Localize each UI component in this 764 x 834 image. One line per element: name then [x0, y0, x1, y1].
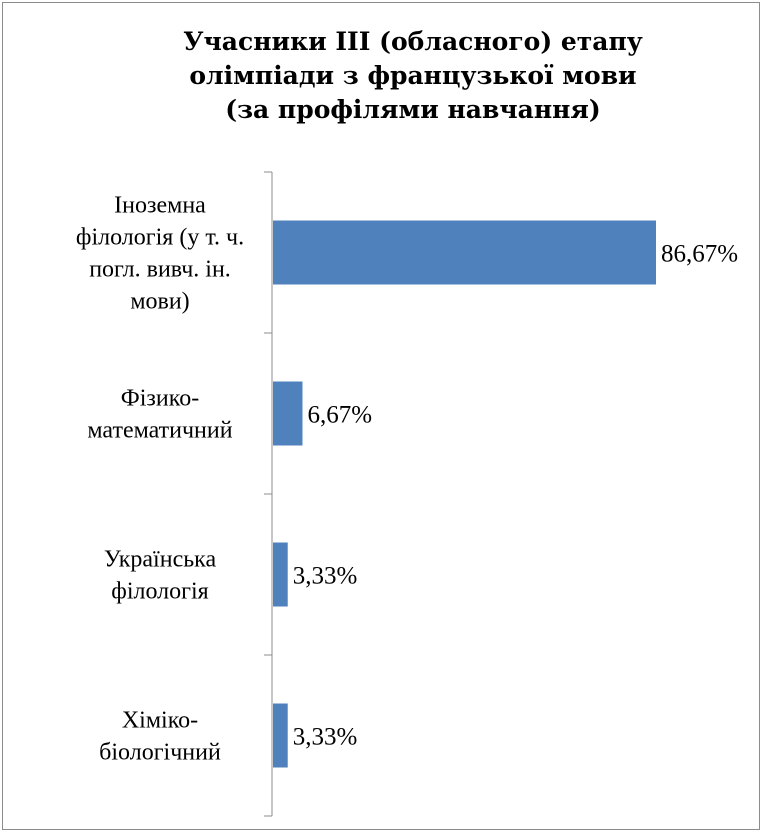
category-label-1-line-1: Іноземна	[114, 193, 206, 219]
category-label-3-line-2: філологія	[111, 579, 208, 605]
data-label-1: 86,67%	[661, 241, 738, 268]
chart-title-line-2: олімпіади з французької мови	[189, 61, 637, 90]
chart-title-line-3: (за профілями навчання)	[225, 95, 601, 124]
category-label-1-line-2: філологія (у т. ч.	[76, 225, 244, 251]
data-label-2: 6,67%	[307, 402, 372, 429]
category-label-3-line-1: Українська	[104, 547, 217, 573]
category-label-4-line-2: біологічний	[99, 740, 221, 766]
category-label-4-line-1: Хіміко-	[122, 708, 198, 734]
bar-1	[273, 220, 656, 285]
chart-title: Учасники ІІІ (обласного) етапу олімпіади…	[153, 25, 673, 127]
category-label-2-line-1: Фізико-	[121, 386, 199, 412]
chart-title-line-1: Учасники ІІІ (обласного) етапу	[183, 27, 643, 56]
data-label-3: 3,33%	[293, 563, 358, 590]
category-label-1-line-4: мови)	[130, 289, 189, 315]
bar-3	[273, 542, 288, 607]
bar-2	[273, 381, 303, 446]
category-label-2-line-2: математичний	[87, 418, 232, 444]
data-label-4: 3,33%	[293, 724, 358, 751]
category-label-1-line-3: погл. вивч. ін.	[89, 257, 231, 283]
bar-4	[273, 703, 288, 768]
